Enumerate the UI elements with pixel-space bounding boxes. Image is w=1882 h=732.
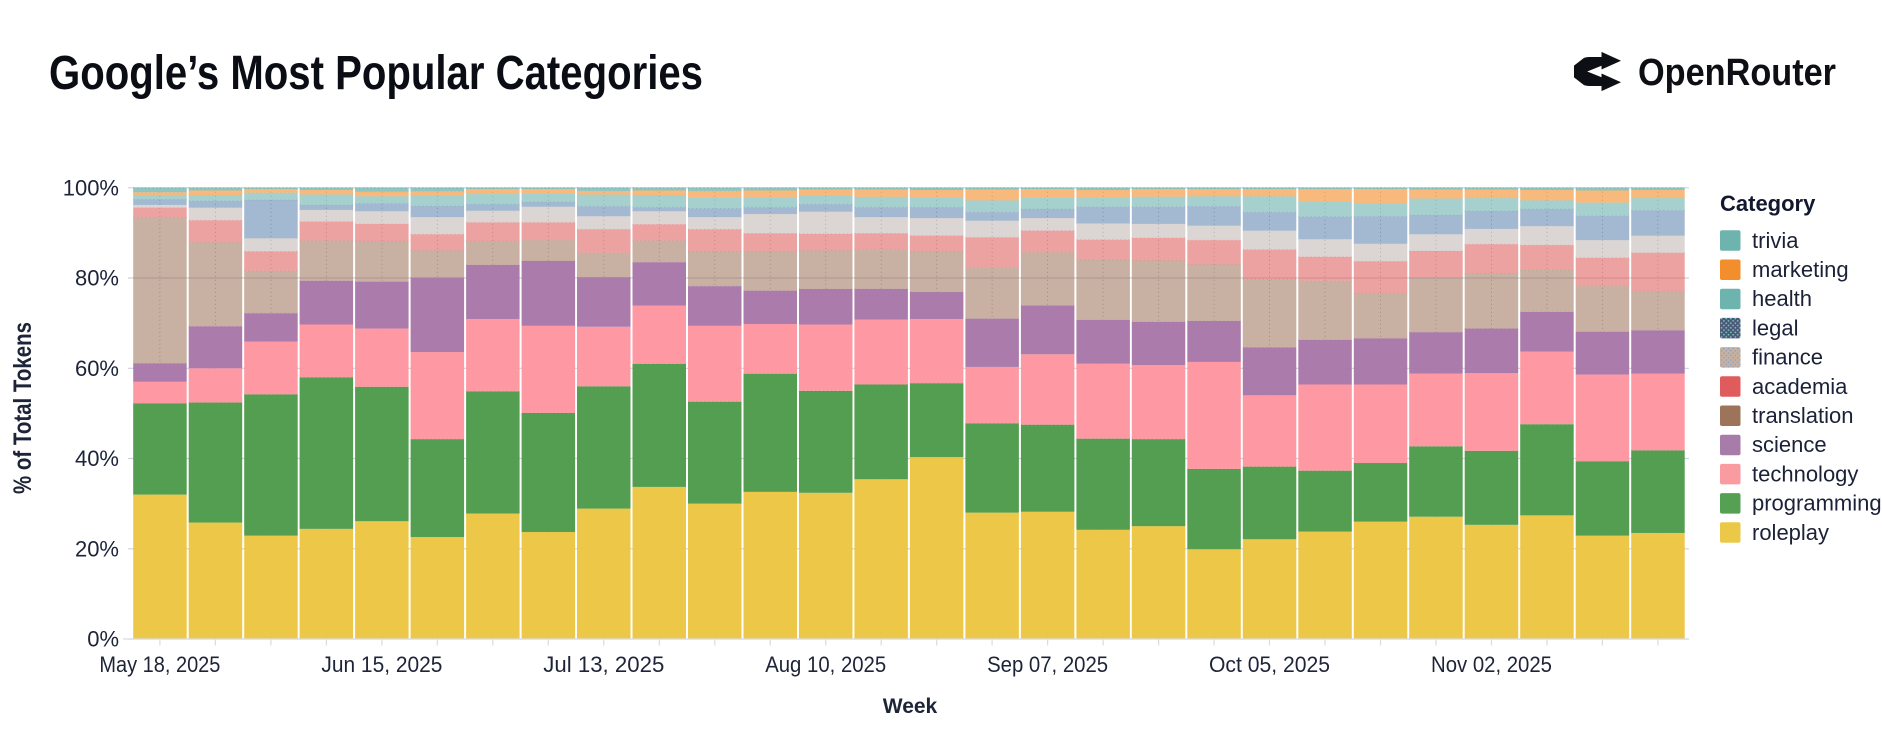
svg-text:40%: 40% [75,446,119,471]
svg-text:Jun 15, 2025: Jun 15, 2025 [321,652,442,677]
svg-text:science: science [1752,432,1827,457]
svg-text:finance: finance [1752,345,1823,370]
svg-text:Sep 07, 2025: Sep 07, 2025 [987,652,1108,677]
svg-text:technology: technology [1752,461,1858,486]
svg-text:roleplay: roleplay [1752,520,1829,545]
svg-text:Nov 02, 2025: Nov 02, 2025 [1431,652,1552,677]
svg-text:Week: Week [883,695,938,718]
svg-text:Jul 13, 2025: Jul 13, 2025 [543,652,664,677]
svg-text:Category: Category [1720,191,1816,216]
svg-text:Aug 10, 2025: Aug 10, 2025 [765,652,886,677]
svg-text:May 18, 2025: May 18, 2025 [99,652,220,677]
svg-text:trivia: trivia [1752,228,1799,253]
svg-text:academia: academia [1752,374,1848,399]
svg-text:health: health [1752,286,1812,311]
svg-text:Oct 05, 2025: Oct 05, 2025 [1209,652,1330,677]
svg-text:legal: legal [1752,315,1798,340]
svg-text:100%: 100% [63,175,119,200]
svg-text:marketing: marketing [1752,257,1849,282]
svg-text:programming: programming [1752,491,1882,516]
svg-text:Google’s Most Popular Categori: Google’s Most Popular Categories [49,47,703,100]
svg-text:translation: translation [1752,403,1854,428]
svg-text:% of Total Tokens: % of Total Tokens [9,322,37,494]
svg-text:0%: 0% [87,627,119,652]
svg-text:80%: 80% [75,266,119,291]
svg-text:60%: 60% [75,356,119,381]
svg-text:20%: 20% [75,536,119,561]
svg-text:OpenRouter: OpenRouter [1638,52,1836,94]
